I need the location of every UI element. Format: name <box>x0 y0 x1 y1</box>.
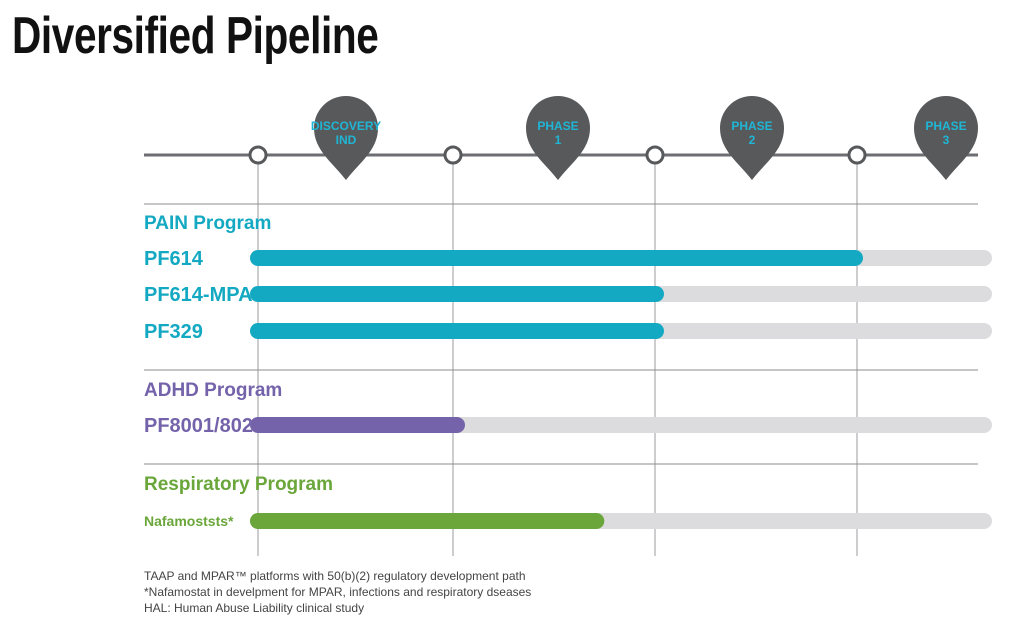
footnote-platforms: TAAP and MPAR™ platforms with 50(b)(2) r… <box>144 569 526 583</box>
stage-label-line2: IND <box>336 133 357 147</box>
stage-label-line1: PHASE <box>537 119 578 133</box>
item-label: Nafamoststs* <box>144 513 234 529</box>
stage-pin-shape <box>914 96 978 180</box>
group-label: ADHD Program <box>144 380 282 401</box>
stage-pin-shape <box>526 96 590 180</box>
stage-pin-shape <box>720 96 784 180</box>
page-title: Diversified Pipeline <box>12 7 379 65</box>
timeline-node-1 <box>443 145 463 165</box>
timeline-node-0 <box>248 145 268 165</box>
stage-label-line2: 3 <box>943 133 950 147</box>
stage-label-line1: PHASE <box>731 119 772 133</box>
stage-label-line2: 1 <box>555 133 562 147</box>
group-label: PAIN Program <box>144 213 271 234</box>
footnotes: TAAP and MPAR™ platforms with 50(b)(2) r… <box>144 568 531 616</box>
item-label: PF614 <box>144 248 204 270</box>
item-label: PF329 <box>144 321 203 343</box>
footnote-nafamostat: *Nafamostat in develpment for MPAR, infe… <box>144 585 532 599</box>
group-label: Respiratory Program <box>144 474 333 495</box>
timeline-node-3 <box>847 145 867 165</box>
item-label: PF614-MPAR™ <box>144 284 287 306</box>
stage-label-line1: PHASE <box>925 119 966 133</box>
stage-label-line1: DISCOVERY <box>311 119 381 133</box>
stage-label-line2: 2 <box>749 133 756 147</box>
timeline-node-2 <box>645 145 665 165</box>
item-label: PF8001/8026 <box>144 415 264 437</box>
stage-pin-shape <box>314 96 378 180</box>
footnote-hal: HAL: Human Abuse Liability clinical stud… <box>144 601 365 615</box>
